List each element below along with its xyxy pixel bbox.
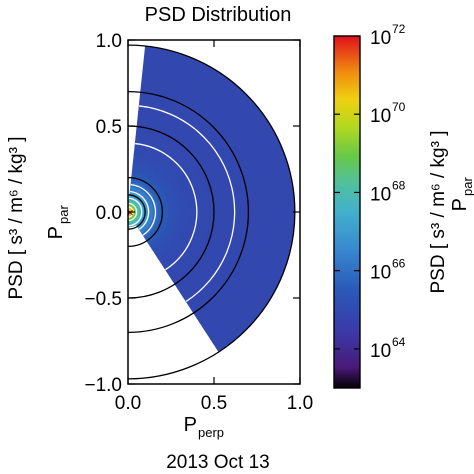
psd-bin [173,206,180,211]
colorbar-units-label: PSD [ s³ / m⁶ / kg³ ] [428,130,449,293]
psd-bin [289,206,296,219]
reference-circle [127,90,250,334]
psd-bin [228,201,235,210]
colorbar-tick-exponent: 70 [392,100,406,114]
reference-circle [127,125,215,299]
psd-bin [203,203,210,211]
colorbar-tick-exponent: 66 [392,257,406,271]
reference-circle [127,194,146,230]
colorbar-tick-label: 10 68 [370,178,406,205]
contour-line [130,190,150,230]
contour-line [127,202,138,222]
psd-bin [173,210,180,215]
colorbar-tick-exponent: 72 [392,22,406,36]
colorbar-tick-base: 10 [370,28,391,49]
y-axis: −1.0 −0.5 0.0 0.5 1.0 [84,31,300,396]
y-tick-label: 0.0 [96,203,122,224]
x-tick-label: 0.0 [115,393,141,414]
psd-bin [238,200,245,209]
psd-bin [183,209,190,215]
contour-line [130,183,157,236]
contour-lines [127,105,236,302]
psd-bin [228,215,235,224]
colorbar-tick-base: 10 [370,341,391,362]
colorbar-tick-base: 10 [370,184,391,205]
colorbar-tick-exponent: 68 [392,178,406,192]
y-tick-label: −0.5 [84,289,122,310]
psd-bin [188,209,195,215]
psd-bin [269,207,275,218]
psd-bin [168,207,175,212]
psd-bin [238,215,245,225]
colorbar-tick-exponent: 64 [392,335,406,349]
y-axis-label-main: P [45,226,67,239]
psd-bin [248,207,255,218]
contour-line [127,197,143,227]
reference-circle [127,176,163,248]
psd-bin [178,209,185,215]
colorbar-p-main: P [449,198,471,211]
psd-bin [223,208,230,217]
psd-bin [223,215,230,224]
contour-line [139,105,236,302]
y-axis-label: P par [45,205,71,240]
psd-bin [198,209,205,216]
psd-bin [183,205,190,211]
y-tick-label: 1.0 [96,31,122,52]
psd-bin [254,207,260,218]
psd-bin [284,206,291,219]
psd-bin [198,204,205,211]
psd-bin [188,205,195,211]
plot-area: × [126,39,301,385]
psd-bin [259,207,265,218]
psd-bin [218,202,225,210]
psd-bin [218,215,225,223]
chart-title: PSD Distribution [145,4,292,26]
colorbar-p-sub: par [460,177,474,196]
psd-bin [274,207,280,219]
psd-bin [213,208,220,216]
psd-bin [223,201,230,210]
x-axis: 0.0 0.5 1.0 [115,40,313,414]
colorbar-p-label: P par [449,177,474,212]
colorbar-tick-base: 10 [370,263,391,284]
y-tick-label: 0.5 [96,117,122,138]
colorbar-gradient [333,35,361,389]
psd-data-bins [129,45,296,353]
psd-bin [279,206,286,219]
psd-bin [228,208,235,217]
y-axis-units-label: PSD [ s³ / m⁶ / kg³ ] [6,136,27,299]
y-axis-label-sub: par [56,205,71,224]
psd-bin [218,208,225,217]
psd-bin [208,209,215,216]
date-label: 2013 Oct 13 [166,452,270,473]
x-tick-label: 1.0 [287,393,313,414]
psd-bin [238,208,245,217]
colorbar-tick-label: 10 72 [370,22,406,49]
colorbar-tick-label: 10 70 [370,100,406,127]
contour-line [135,142,198,271]
psd-bin [248,199,255,209]
colorbar-tick-label: 10 64 [370,335,406,362]
x-axis-label-sub: perp [198,425,224,440]
psd-bin [203,209,210,216]
colorbar-tick-base: 10 [370,106,391,127]
x-axis-label-main: P [184,414,197,436]
x-tick-label: 0.5 [201,393,227,414]
psd-bin [198,214,205,221]
colorbar-tick-label: 10 66 [370,257,406,284]
psd-bin [178,206,185,211]
psd-bin [264,207,270,218]
psd-bin [203,214,210,221]
x-axis-label: P perp [184,414,224,440]
y-tick-label: −1.0 [84,375,122,396]
